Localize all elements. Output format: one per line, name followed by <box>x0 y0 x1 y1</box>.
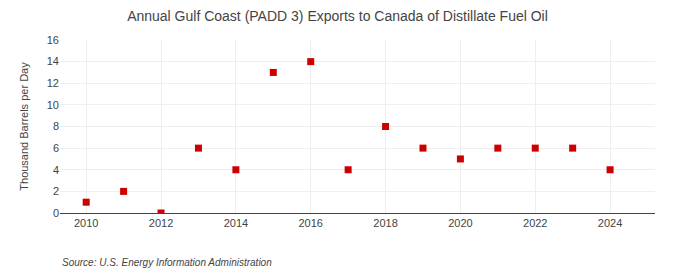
svg-text:2024: 2024 <box>598 217 622 229</box>
svg-text:10: 10 <box>47 99 59 111</box>
svg-text:2010: 2010 <box>74 217 98 229</box>
svg-text:2016: 2016 <box>298 217 322 229</box>
svg-text:2012: 2012 <box>149 217 173 229</box>
svg-text:2018: 2018 <box>373 217 397 229</box>
svg-text:16: 16 <box>47 34 59 46</box>
svg-text:8: 8 <box>53 120 59 132</box>
svg-text:Source: U.S. Energy Informatio: Source: U.S. Energy Information Administ… <box>62 257 272 268</box>
svg-text:2022: 2022 <box>523 217 547 229</box>
svg-text:Annual Gulf Coast (PADD 3) Exp: Annual Gulf Coast (PADD 3) Exports to Ca… <box>127 8 548 24</box>
svg-text:2: 2 <box>53 185 59 197</box>
svg-text:2020: 2020 <box>448 217 472 229</box>
svg-text:0: 0 <box>53 207 59 219</box>
svg-text:14: 14 <box>47 55 59 67</box>
svg-text:Thousand Barrels per Day: Thousand Barrels per Day <box>18 62 30 191</box>
svg-text:6: 6 <box>53 142 59 154</box>
svg-text:12: 12 <box>47 77 59 89</box>
svg-text:4: 4 <box>53 164 59 176</box>
svg-text:2014: 2014 <box>224 217 248 229</box>
